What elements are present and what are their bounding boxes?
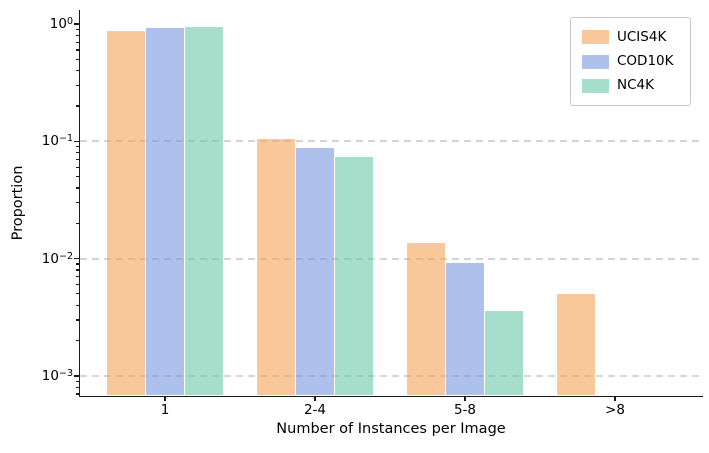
y-major-tick — [73, 23, 80, 25]
y-minor-tick — [76, 380, 80, 382]
y-minor-tick — [76, 34, 80, 36]
y-minor-tick — [76, 222, 80, 224]
legend-label: COD10K — [617, 52, 674, 69]
legend-swatch-icon — [582, 30, 609, 45]
bar-UCIS4K-1 — [107, 30, 145, 396]
bar-COD10K-5-8 — [446, 262, 484, 396]
y-minor-tick — [76, 146, 80, 148]
bar-NC4K-5-8 — [485, 310, 523, 396]
y-gridline — [80, 257, 703, 260]
bar-COD10K-2-4 — [296, 148, 334, 396]
y-minor-tick — [76, 70, 80, 72]
y-axis-title: Proportion — [10, 165, 26, 241]
y-minor-tick — [76, 84, 80, 86]
x-axis-spine — [79, 395, 703, 397]
y-minor-tick — [76, 187, 80, 189]
y-minor-tick — [76, 166, 80, 168]
legend-item-UCIS4K: UCIS4K — [582, 28, 682, 45]
x-axis-title: Number of Instances per Image — [276, 421, 506, 437]
x-tick — [164, 396, 166, 402]
y-minor-tick — [76, 58, 80, 60]
y-minor-tick — [76, 105, 80, 107]
y-tick-label: 100 — [49, 15, 73, 32]
legend-item-COD10K: COD10K — [582, 52, 682, 69]
y-tick-label: 10−1 — [41, 133, 73, 150]
y-axis-spine — [79, 10, 81, 397]
legend: UCIS4K COD10K NC4K — [570, 17, 691, 106]
legend-label: UCIS4K — [617, 28, 667, 45]
y-minor-tick — [76, 393, 80, 395]
x-tick-label: >8 — [605, 402, 625, 418]
y-minor-tick — [76, 176, 80, 178]
y-minor-tick — [76, 41, 80, 43]
y-minor-tick — [76, 202, 80, 204]
y-minor-tick — [76, 152, 80, 154]
y-gridline — [80, 140, 703, 143]
y-minor-tick — [76, 158, 80, 161]
y-minor-tick — [76, 293, 80, 295]
y-minor-tick — [76, 304, 80, 306]
y-minor-tick — [76, 276, 80, 278]
bar-UCIS4K-2-4 — [257, 139, 295, 396]
y-minor-tick — [76, 319, 80, 321]
legend-swatch-icon — [582, 78, 609, 93]
x-tick — [614, 396, 616, 402]
x-tick-label: 2-4 — [303, 402, 327, 418]
x-tick — [464, 396, 466, 402]
bar-UCIS4K-5-8 — [407, 242, 445, 396]
y-minor-tick — [76, 284, 80, 286]
y-tick-label: 10−2 — [41, 250, 73, 267]
bar-NC4K-1 — [185, 27, 223, 396]
y-major-tick — [73, 257, 80, 260]
legend-item-NC4K: NC4K — [582, 77, 682, 93]
y-major-tick — [73, 375, 80, 377]
y-gridline — [80, 374, 703, 377]
y-minor-tick — [76, 339, 80, 342]
y-tick-label: 10−3 — [41, 367, 73, 384]
x-tick-label: 1 — [160, 402, 170, 418]
y-minor-tick — [76, 28, 80, 30]
y-minor-tick — [76, 49, 80, 51]
y-minor-tick — [76, 269, 80, 271]
x-tick-label: 5-8 — [453, 402, 477, 418]
y-minor-tick — [76, 386, 80, 388]
y-major-tick — [73, 140, 80, 142]
bar-UCIS4K->8 — [557, 293, 595, 396]
bar-COD10K-1 — [146, 28, 184, 396]
legend-swatch-icon — [582, 54, 609, 69]
bar-NC4K-2-4 — [335, 156, 373, 396]
y-minor-tick — [76, 263, 80, 265]
x-tick — [314, 396, 316, 402]
legend-label: NC4K — [617, 77, 654, 93]
